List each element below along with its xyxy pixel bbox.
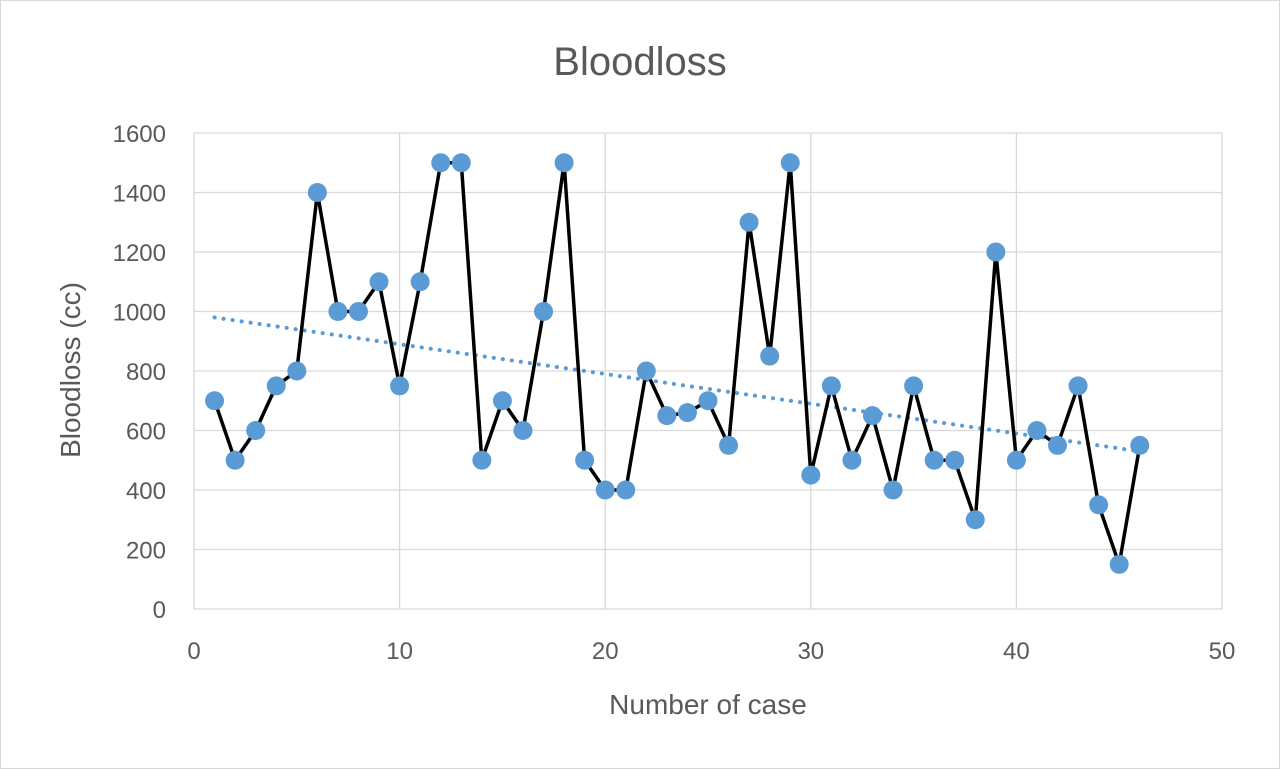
series-line-group	[212, 161, 1142, 567]
trendline	[212, 315, 1142, 454]
data-point	[698, 391, 718, 411]
data-point	[904, 376, 924, 396]
data-point	[1130, 435, 1150, 455]
data-point	[801, 465, 821, 485]
data-point	[451, 153, 471, 173]
x-tick-label: 30	[797, 638, 824, 665]
x-axis-title: Number of case	[609, 689, 807, 720]
y-tick-label: 200	[126, 538, 166, 565]
data-point	[924, 450, 944, 470]
data-point	[1048, 435, 1068, 455]
x-tick-labels: 0 10 20 30 40 50	[187, 638, 1235, 665]
data-point	[307, 183, 327, 202]
data-point	[636, 361, 656, 381]
data-point	[575, 450, 595, 470]
data-point	[986, 242, 1006, 262]
data-point	[513, 421, 533, 440]
series-line	[212, 161, 1142, 567]
data-point	[945, 450, 965, 470]
trendline-group	[212, 315, 1142, 454]
data-point	[1068, 376, 1088, 396]
data-point	[1027, 421, 1047, 440]
chart-title: Bloodloss	[553, 40, 726, 84]
gridlines	[193, 132, 1223, 610]
data-point	[965, 510, 985, 530]
data-point	[739, 212, 759, 232]
y-tick-label: 400	[126, 478, 166, 505]
data-point	[862, 406, 882, 426]
y-tick-label: 1600	[113, 121, 166, 148]
x-tick-label: 20	[592, 638, 619, 665]
data-point	[390, 376, 410, 396]
data-point	[266, 376, 286, 396]
data-point	[287, 361, 307, 381]
data-point	[595, 480, 615, 500]
data-point	[760, 346, 780, 366]
data-point	[246, 421, 266, 440]
x-tick-label: 50	[1209, 638, 1236, 665]
data-point	[410, 272, 430, 292]
x-tick-label: 40	[1003, 638, 1030, 665]
y-axis-title: Bloodloss (cc)	[55, 282, 86, 458]
y-tick-label: 800	[126, 359, 166, 386]
data-point	[657, 406, 677, 426]
data-point	[205, 391, 225, 411]
y-tick-label: 0	[153, 597, 166, 624]
data-point	[842, 450, 862, 470]
y-tick-label: 1000	[113, 300, 166, 327]
data-points	[205, 153, 1150, 574]
data-point	[616, 480, 636, 500]
data-point	[431, 153, 451, 173]
x-tick-label: 10	[386, 638, 413, 665]
data-point	[328, 302, 348, 321]
data-point	[534, 302, 554, 321]
data-point	[492, 391, 512, 411]
data-point	[719, 435, 739, 455]
data-point	[1109, 554, 1129, 574]
y-tick-label: 600	[126, 419, 166, 446]
y-tick-label: 1400	[113, 181, 166, 208]
data-point	[472, 450, 492, 470]
y-tick-labels: 0 200 400 600 800 1000 1200 1400 1600	[113, 121, 166, 624]
data-point	[1006, 450, 1026, 470]
data-point	[821, 376, 841, 396]
data-point	[348, 302, 368, 321]
data-point	[677, 403, 697, 423]
data-point	[780, 153, 800, 173]
x-tick-label: 0	[187, 638, 200, 665]
y-tick-label: 1200	[113, 240, 166, 267]
data-point	[369, 272, 389, 292]
data-point	[1089, 495, 1109, 515]
data-point	[225, 450, 245, 470]
data-point	[554, 153, 574, 173]
data-point	[883, 480, 903, 500]
